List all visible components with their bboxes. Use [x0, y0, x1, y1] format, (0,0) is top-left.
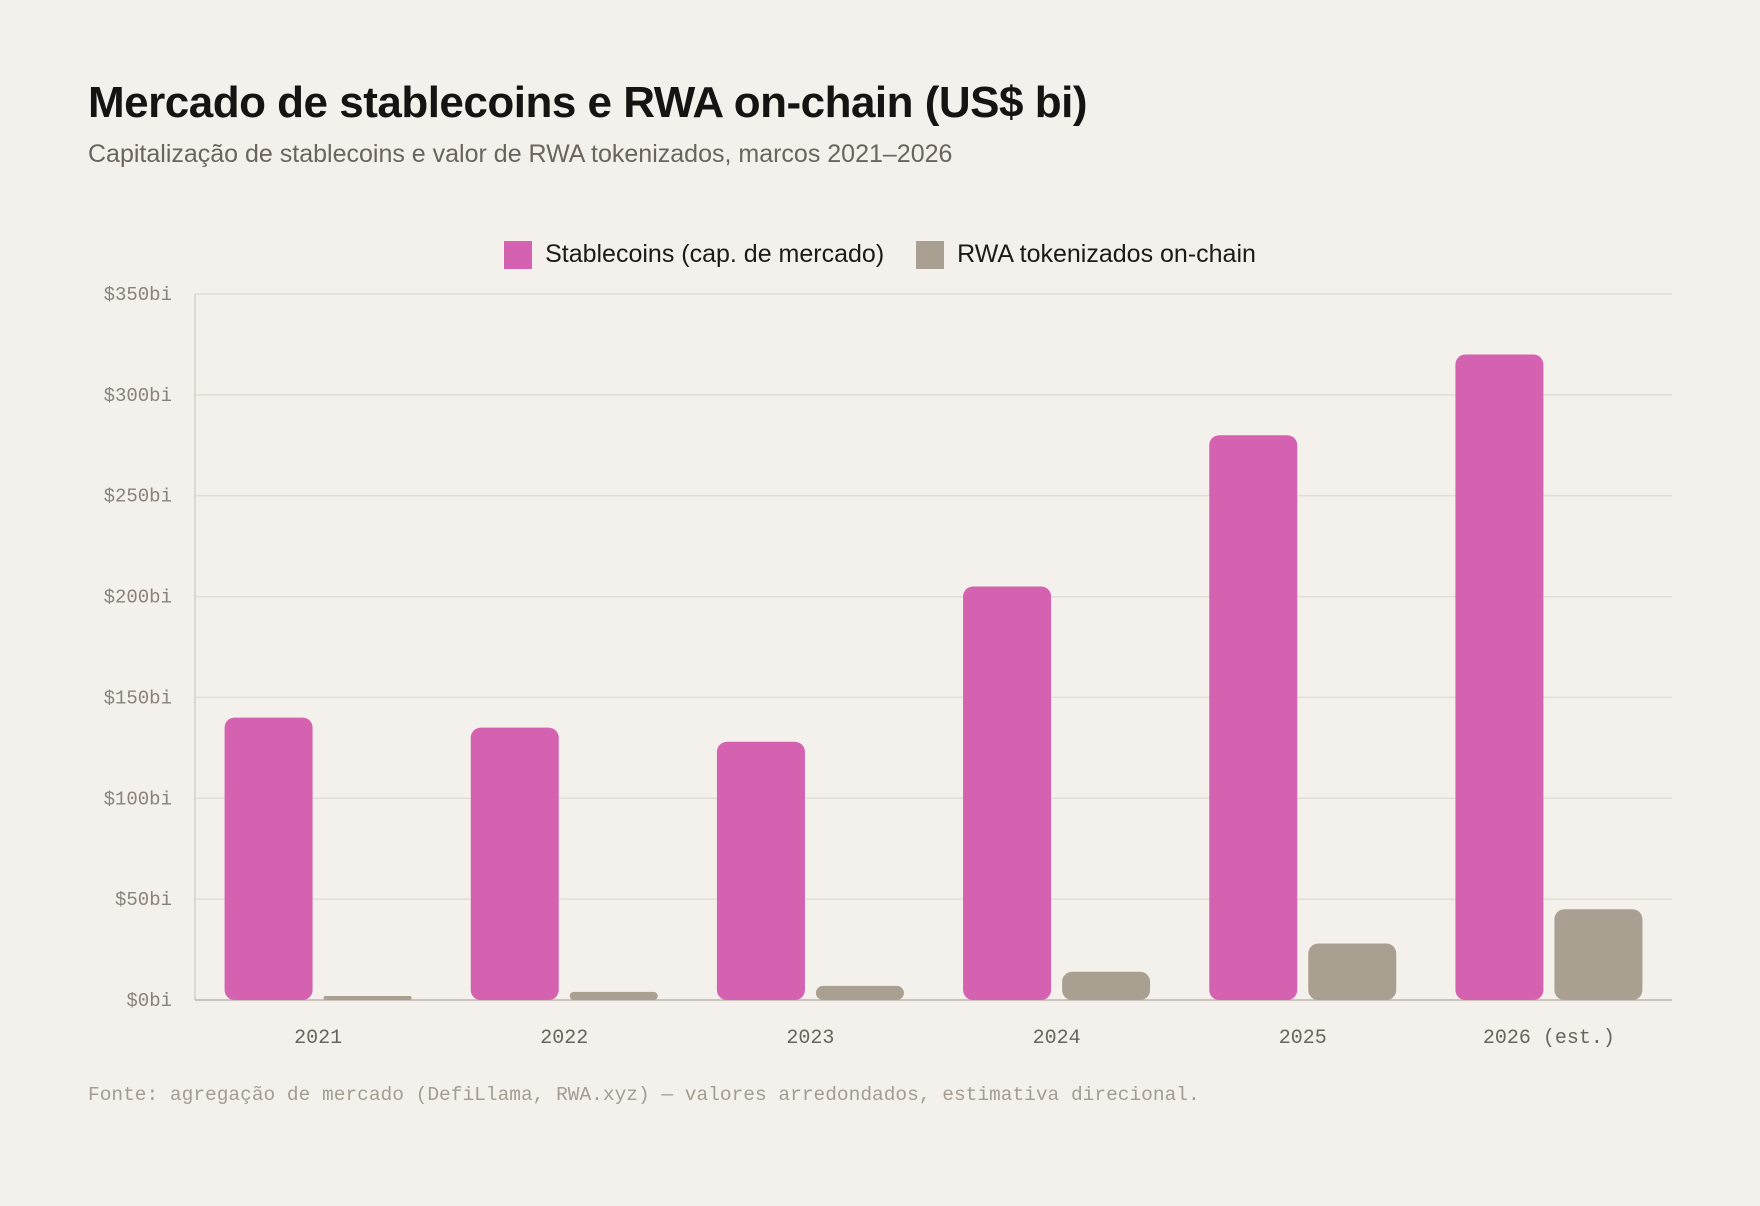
- y-tick-label: $150bi: [104, 687, 172, 709]
- y-tick-label: $300bi: [104, 385, 172, 407]
- bar-stablecoins: [963, 586, 1052, 1000]
- axes: [194, 294, 1672, 1001]
- bar-stablecoins: [224, 717, 313, 1000]
- legend-label-rwa: RWA tokenizados on-chain: [957, 240, 1256, 268]
- bar-stablecoins: [716, 741, 805, 1000]
- x-tick-label: 2026 (est.): [1483, 1027, 1615, 1050]
- x-tick-labels: 2021 2022 2023 2024 2025 2026 (est.): [294, 1027, 1615, 1050]
- x-tick-label: 2023: [786, 1027, 834, 1050]
- legend-item-stablecoins: Stablecoins (cap. de mercado): [504, 240, 884, 269]
- y-tick-label: $50bi: [115, 889, 172, 911]
- bar-stablecoins: [1455, 354, 1544, 1000]
- y-tick-label: $200bi: [104, 587, 172, 609]
- bar-rwa: [1554, 909, 1643, 1000]
- legend-item-rwa: RWA tokenizados on-chain: [916, 240, 1256, 269]
- legend-swatch-rwa: [916, 240, 945, 269]
- bar-stablecoins: [1209, 435, 1298, 1000]
- chart-subtitle: Capitalização de stablecoins e valor de …: [88, 140, 953, 168]
- legend-label-stablecoins: Stablecoins (cap. de mercado): [545, 240, 885, 268]
- source-note: Fonte: agregação de mercado (DefiLlama, …: [88, 1084, 1200, 1106]
- bar-rwa: [569, 991, 658, 1000]
- x-tick-label: 2022: [540, 1027, 588, 1050]
- x-tick-label: 2021: [294, 1027, 342, 1050]
- y-tick-labels: $0bi $50bi $100bi $150bi $200bi $250bi $300bi $…: [104, 284, 172, 1012]
- y-tick-label: $0bi: [126, 990, 172, 1012]
- bar-stablecoins: [470, 727, 559, 1000]
- bar-rwa: [1062, 971, 1151, 1000]
- bar-rwa: [815, 985, 904, 1000]
- y-tick-label: $350bi: [104, 284, 172, 306]
- bar-rwa: [1308, 943, 1397, 1000]
- x-tick-label: 2025: [1279, 1027, 1327, 1050]
- bars: [224, 354, 1643, 1000]
- y-tick-label: $100bi: [104, 788, 172, 810]
- bar-rwa: [323, 995, 412, 1000]
- grid-lines: [195, 293, 1672, 900]
- x-tick-label: 2024: [1033, 1027, 1081, 1050]
- chart-title: Mercado de stablecoins e RWA on-chain (U…: [88, 78, 1087, 127]
- legend-swatch-stablecoins: [504, 240, 533, 269]
- y-tick-label: $250bi: [104, 486, 172, 508]
- chart-legend: Stablecoins (cap. de mercado) RWA tokeni…: [0, 240, 1760, 269]
